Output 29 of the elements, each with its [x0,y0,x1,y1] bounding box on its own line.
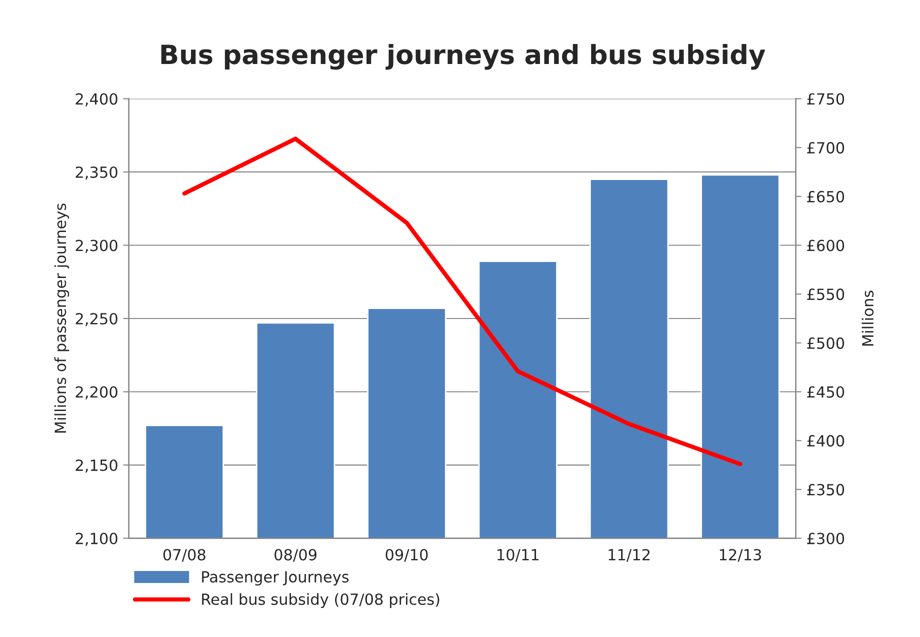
x-tick-label: 12/13 [720,548,762,562]
x-tick-label: 07/08 [163,548,206,562]
y-tick-label: 2,200 [76,386,118,400]
y-tick-label: 2,150 [76,459,118,473]
y2-tick-label: £500 [807,337,844,349]
legend-label: Passenger Journeys [202,571,349,586]
y-tick-label: 2,100 [76,532,118,546]
x-tick-label: 10/11 [498,548,538,562]
y-tick-label: 2,300 [76,240,118,253]
y2-tick-label: £650 [807,190,844,202]
y2-tick-label: £750 [807,93,844,105]
y2-tick-label: £700 [807,142,844,154]
y-tick-label: 2,250 [76,312,118,326]
y2-tick-label: £300 [807,532,844,544]
chart-title: Bus passenger journeys and bus subsidy [161,44,766,70]
y2-axis-title: Millions [862,290,874,346]
y2-tick-label: £400 [807,435,844,447]
y-axis-title: Millions of passenger journeys [54,204,70,433]
y-tick-label: 2,350 [76,166,118,180]
y2-tick-label: £550 [807,288,844,300]
y-tick-label: 2,400 [76,93,118,106]
legend-label: Real bus subsidy (07/08 prices) [202,593,440,608]
x-tick-label: 08/09 [274,548,316,562]
y2-tick-label: £600 [807,240,844,252]
y2-tick-label: £350 [807,484,844,496]
y2-tick-label: £450 [807,386,844,398]
x-tick-label: 09/10 [386,548,428,562]
x-tick-label: 11/12 [608,548,650,562]
line-series [182,136,742,466]
